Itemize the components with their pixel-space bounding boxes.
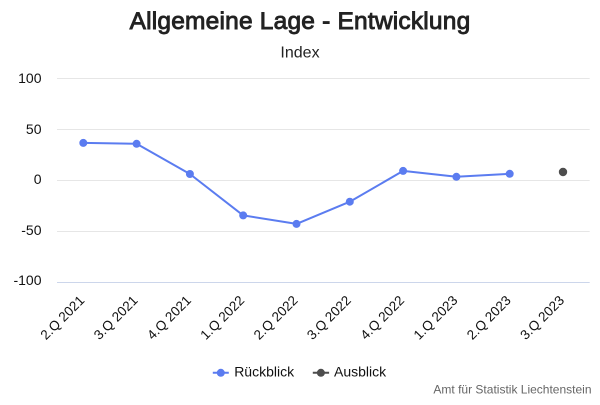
svg-text:50: 50 <box>26 121 42 137</box>
svg-text:Allgemeine Lage - Entwicklung: Allgemeine Lage - Entwicklung <box>130 8 471 35</box>
svg-text:0: 0 <box>34 171 42 187</box>
svg-text:100: 100 <box>18 70 42 86</box>
svg-text:-50: -50 <box>21 222 41 238</box>
svg-text:Index: Index <box>280 45 319 62</box>
svg-text:Amt für Statistik Liechtenstei: Amt für Statistik Liechtenstein <box>433 383 591 397</box>
svg-text:-100: -100 <box>13 272 41 288</box>
svg-text:Ausblick: Ausblick <box>334 364 387 380</box>
svg-text:Rückblick: Rückblick <box>234 364 295 380</box>
